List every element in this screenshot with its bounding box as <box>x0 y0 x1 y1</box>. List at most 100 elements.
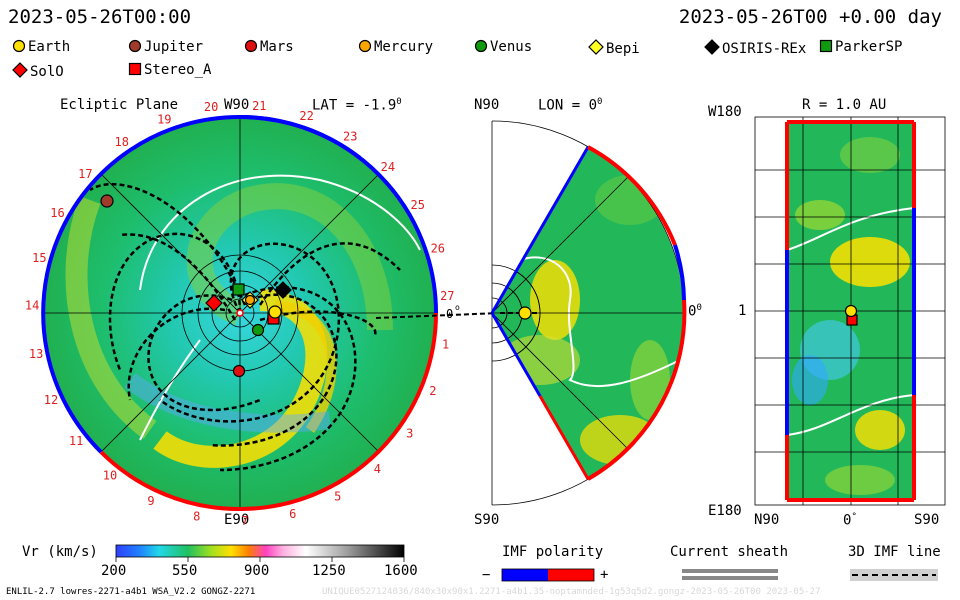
legend-item-osiris-rex: OSIRIS-REx <box>704 39 806 57</box>
current-sheath-swatch <box>682 569 778 580</box>
legend-label-bepi: Bepi <box>606 41 640 57</box>
legend-label-mercury: Mercury <box>374 39 434 55</box>
carrington-label: 2 <box>429 384 436 398</box>
meridional-arc-south <box>587 299 687 481</box>
radial-earth-marker <box>844 304 858 318</box>
carrington-label: 1 <box>442 337 449 351</box>
carrington-label: 24 <box>381 160 395 174</box>
radial-top-left-label: W180 <box>708 104 742 120</box>
legend-label-stereo-a: Stereo_A <box>144 62 212 78</box>
outer-arm-west <box>65 196 157 439</box>
carrington-label: 25 <box>410 198 424 212</box>
legend-label-solo: SolO <box>30 64 64 80</box>
stereo-a-marker-icon <box>128 62 142 76</box>
carrington-label: 14 <box>25 299 39 313</box>
mars-marker <box>232 364 246 378</box>
footer-model-info: ENLIL-2.7 lowres-2271-a4b1 WSA_V2.2 GONG… <box>6 587 256 597</box>
venus-marker-icon <box>474 39 488 53</box>
datetime-left: 2023-05-26T00:00 <box>8 6 192 28</box>
radial-bottom-label-s90: S90 <box>914 512 940 528</box>
colorbar-tick-900: 900 <box>244 563 270 579</box>
meridional-plane-plot <box>490 120 687 506</box>
lat-value: LAT = -1.9 <box>312 97 397 114</box>
colorbar-tick-550: 550 <box>172 563 198 579</box>
legend-item-bepi: Bepi <box>588 39 640 57</box>
venus-marker <box>251 323 265 337</box>
lon-value: LON = 0 <box>538 97 598 114</box>
legend-label-parkersp: ParkerSP <box>835 39 903 55</box>
colorbar-tick-200: 200 <box>101 563 127 579</box>
carrington-label: 12 <box>44 393 58 407</box>
carrington-label: 7 <box>241 514 248 528</box>
imf-spiral-lines <box>89 182 401 472</box>
mercury-marker <box>244 294 256 306</box>
carrington-label: 27 <box>440 289 454 303</box>
legend-item-mercury: Mercury <box>358 39 433 55</box>
mars-marker-icon <box>244 39 258 53</box>
imf-line-title: 3D IMF line <box>848 544 941 560</box>
radial-bottom-left-label: E180 <box>708 503 742 519</box>
meridional-edge-north <box>490 146 590 314</box>
carrington-label: 3 <box>406 426 413 440</box>
polarity-arc-bottom-right <box>239 312 438 511</box>
carrington-label: 15 <box>32 251 46 265</box>
carrington-label: 23 <box>343 130 357 144</box>
imf-polarity-minus: − <box>482 567 491 583</box>
legend-item-stereo-a: Stereo_A <box>128 62 211 78</box>
ecliptic-lat-label: LAT = -1.90 <box>312 97 402 114</box>
carrington-label: 16 <box>50 206 64 220</box>
meridional-lon-label: LON = 00 <box>538 97 602 114</box>
current-sheet-south <box>139 339 201 441</box>
carrington-label: 17 <box>78 167 92 181</box>
jupiter-marker <box>100 194 114 208</box>
imf-line-swatch <box>850 569 938 581</box>
carrington-label: 20 <box>204 100 218 114</box>
carrington-label: 9 <box>147 494 154 508</box>
ecliptic-plane-plot: 20 21222324252627123456789101112131415161… <box>25 99 455 528</box>
carrington-label: 26 <box>431 242 445 256</box>
radial-bottom-label-n90: N90 <box>754 512 780 528</box>
osiris-rex-marker-icon <box>704 39 720 55</box>
sun-marker <box>236 309 244 317</box>
meridional-edge-south <box>538 395 590 480</box>
slow-wind-arm <box>186 183 393 331</box>
radial-title: R = 1.0 AU <box>802 97 887 113</box>
carrington-label: 11 <box>69 434 83 448</box>
imf-polarity-plus: + <box>600 567 609 583</box>
radial-map-plot <box>754 116 946 506</box>
colorbar-label: Vr (km/s) <box>22 544 98 560</box>
current-sheath-title: Current sheath <box>670 544 789 560</box>
meridional-bottom-label: S90 <box>474 512 500 528</box>
parkersp-marker <box>232 283 245 296</box>
imf-polarity-title: IMF polarity <box>502 544 604 560</box>
imf-polarity-positive <box>548 569 594 581</box>
carrington-label: 5 <box>334 490 341 504</box>
ecliptic-bottom-label: E90 <box>224 512 250 528</box>
legend-label-osiris-rex: OSIRIS-REx <box>722 41 807 57</box>
vr-colorbar <box>115 544 405 558</box>
meridional-earth-marker <box>518 306 532 320</box>
carrington-label: 13 <box>29 347 43 361</box>
legend-label-venus: Venus <box>490 39 533 55</box>
carrington-label: 21 <box>252 99 266 113</box>
radial-left-mid-label: 1 <box>738 303 747 319</box>
legend-item-jupiter: Jupiter <box>128 39 203 55</box>
carrington-label: 6 <box>289 507 296 521</box>
low-speed-band <box>124 372 332 433</box>
carrington-label: 10 <box>103 468 117 482</box>
legend-item-mars: Mars <box>244 39 294 55</box>
meridional-arc-north <box>587 145 677 246</box>
stream-core <box>274 300 337 433</box>
jupiter-marker-icon <box>128 39 142 53</box>
lon-degree-mark: 0 <box>597 97 603 107</box>
legend-item-earth: Earth <box>12 39 70 55</box>
meridional-top-label: N90 <box>474 97 500 113</box>
lat-degree-mark: 0 <box>396 97 402 107</box>
carrington-label: 18 <box>114 135 128 149</box>
osiris-rex-marker <box>274 281 292 299</box>
ecliptic-title: Ecliptic Plane <box>60 97 179 113</box>
radial-degree-mark: ° <box>851 512 857 522</box>
ecliptic-right-angle-degree: o <box>455 303 460 312</box>
solo-marker <box>205 294 223 312</box>
